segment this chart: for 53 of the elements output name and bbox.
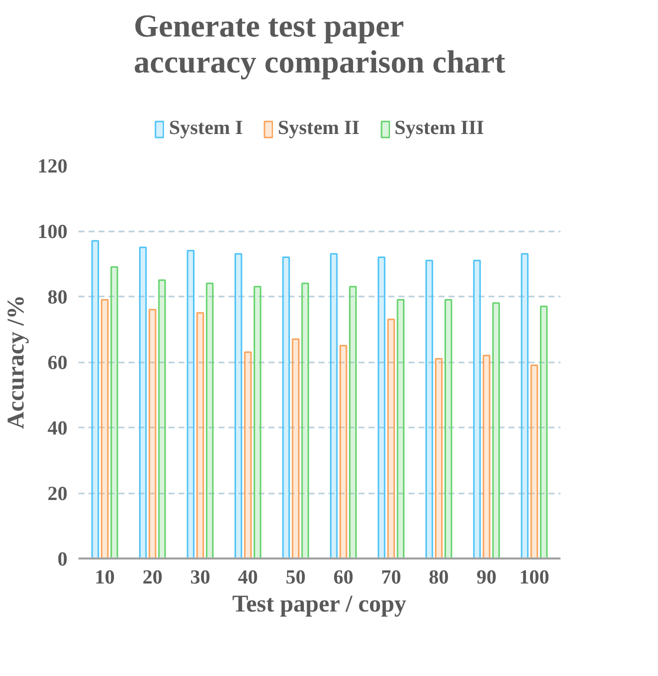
bar bbox=[244, 351, 252, 558]
x-tick-label: 40 bbox=[238, 566, 258, 588]
bar bbox=[282, 256, 290, 558]
bar bbox=[186, 250, 194, 558]
legend-label: System I bbox=[168, 117, 243, 140]
x-tick-label: 70 bbox=[381, 566, 402, 588]
bar bbox=[100, 299, 109, 558]
bar bbox=[206, 282, 214, 558]
bar bbox=[444, 299, 452, 558]
y-tick-label: 40 bbox=[48, 418, 68, 440]
bar bbox=[349, 286, 357, 558]
bar bbox=[196, 312, 204, 558]
bar bbox=[158, 279, 166, 558]
bar bbox=[473, 260, 481, 558]
bar bbox=[530, 364, 538, 558]
bar bbox=[387, 318, 395, 558]
y-tick-label: 60 bbox=[48, 352, 68, 374]
bar bbox=[492, 302, 500, 558]
bar bbox=[378, 256, 386, 558]
y-tick-label: 80 bbox=[48, 286, 68, 308]
bar bbox=[139, 246, 147, 558]
x-tick-label: 30 bbox=[190, 566, 210, 588]
bar bbox=[234, 253, 242, 558]
y-tick-label: 0 bbox=[58, 548, 68, 570]
bar bbox=[434, 358, 443, 558]
bar bbox=[148, 308, 156, 558]
legend-label: System II bbox=[278, 117, 360, 140]
bar bbox=[520, 253, 529, 558]
y-axis-title: Accuracy /% bbox=[4, 295, 30, 429]
bar bbox=[540, 306, 548, 558]
x-tick-label: 100 bbox=[519, 566, 550, 588]
x-tick-label: 90 bbox=[476, 566, 497, 588]
bar bbox=[301, 282, 310, 558]
x-tick-label: 80 bbox=[428, 566, 449, 588]
bar bbox=[425, 260, 434, 558]
bar bbox=[330, 253, 338, 558]
chart-title: Generate test paper accuracy comparison chart bbox=[134, 8, 506, 80]
bar bbox=[396, 299, 404, 558]
bar bbox=[340, 344, 348, 558]
bar bbox=[110, 266, 118, 558]
x-tick-label: 60 bbox=[333, 566, 354, 588]
bar bbox=[482, 354, 490, 558]
x-tick-label: 20 bbox=[142, 566, 162, 588]
y-tick-label: 20 bbox=[48, 483, 68, 505]
x-tick-label: 50 bbox=[286, 566, 306, 588]
x-axis-title: Test paper / copy bbox=[232, 592, 406, 618]
x-tick-label: 10 bbox=[94, 566, 115, 588]
bar bbox=[91, 240, 100, 558]
y-tick-label: 120 bbox=[38, 156, 68, 178]
bar bbox=[292, 338, 300, 558]
legend-label: System III bbox=[394, 117, 484, 140]
bar bbox=[254, 286, 262, 558]
y-tick-label: 100 bbox=[38, 221, 68, 243]
